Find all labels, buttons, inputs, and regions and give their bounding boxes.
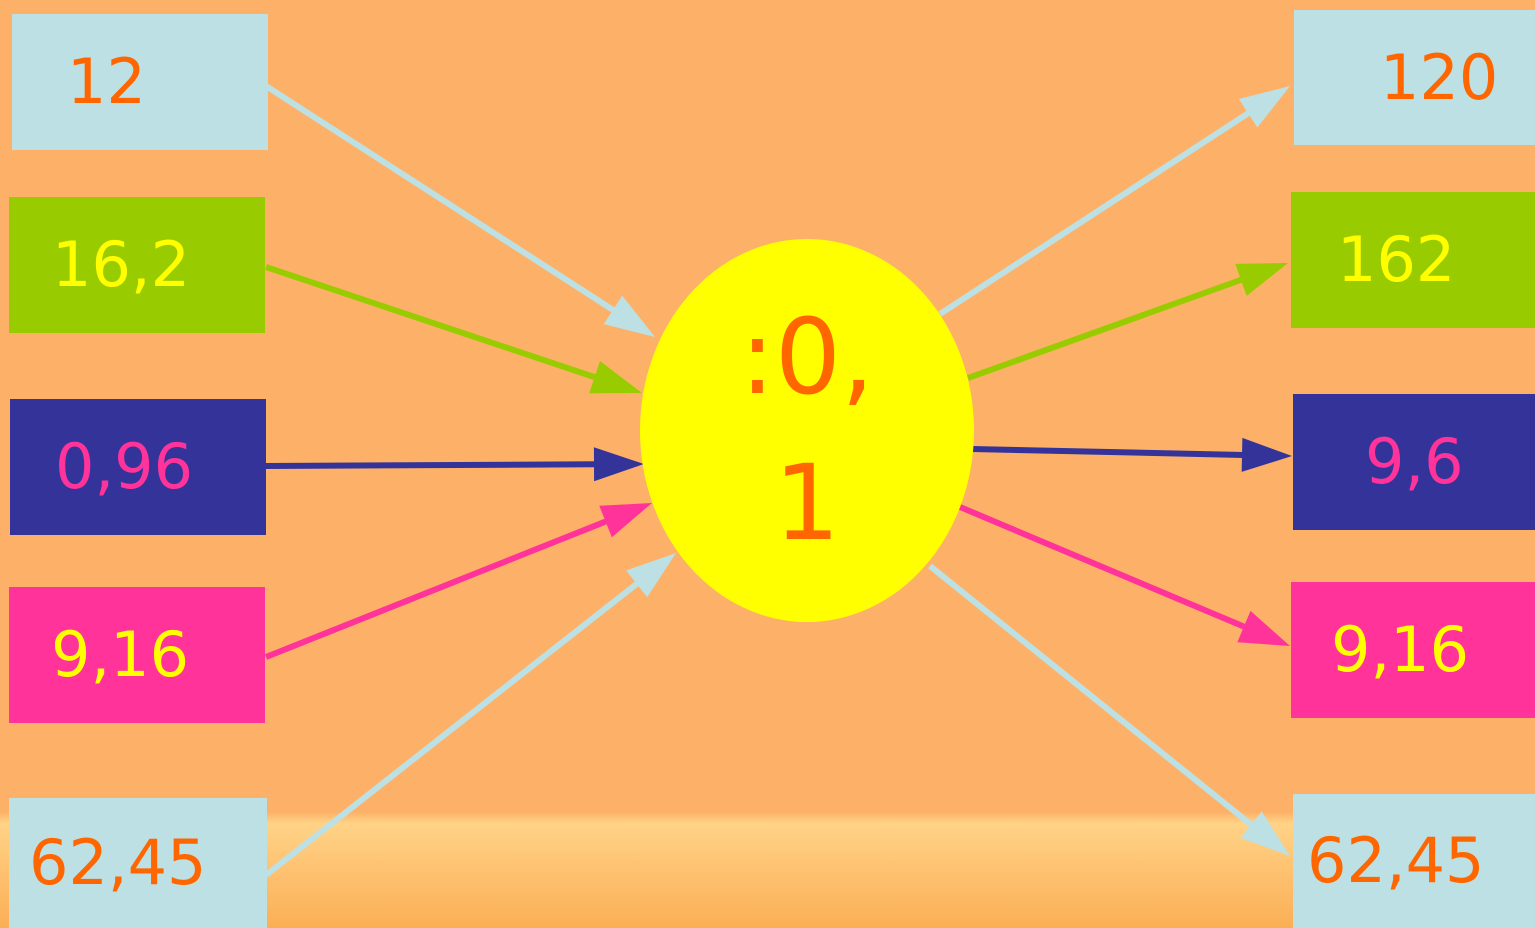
output-arrow-1-line	[938, 109, 1252, 317]
output-arrow-1-head	[1238, 86, 1290, 128]
output-arrow-5-line	[928, 563, 1255, 829]
input-box-2: 16,2	[9, 197, 265, 333]
output-arrow-4-line	[958, 504, 1247, 631]
output-arrow-3-line	[971, 446, 1245, 458]
input-arrow-5-head	[626, 553, 676, 598]
output-box-3: 9,6	[1293, 394, 1535, 530]
input-arrow-3-head	[593, 447, 644, 482]
input-arrow-4-head	[599, 503, 652, 538]
input-value: 0,96	[55, 430, 194, 503]
output-value: 62,45	[1307, 824, 1485, 897]
operator-node: :0, 1	[640, 239, 974, 622]
input-value: 9,16	[51, 618, 190, 691]
output-box-5: 62,45	[1293, 794, 1535, 928]
input-value: 12	[67, 45, 146, 118]
output-arrow-2-head	[1235, 263, 1288, 296]
input-box-4: 9,16	[9, 587, 265, 723]
input-arrow-4-line	[264, 518, 609, 660]
input-arrow-1-head	[603, 295, 655, 337]
output-value: 9,6	[1365, 425, 1464, 498]
output-arrow-3-head	[1241, 437, 1292, 472]
output-arrow-2-line	[966, 276, 1244, 381]
input-value: 62,45	[29, 826, 207, 899]
output-box-2: 162	[1291, 192, 1535, 328]
input-box-5: 62,45	[9, 798, 267, 928]
output-arrow-5-head	[1240, 811, 1290, 856]
operator-line-1: :0,	[739, 295, 875, 418]
input-value: 16,2	[52, 228, 191, 301]
input-arrow-2-line	[265, 264, 598, 381]
input-arrow-3-line	[265, 461, 597, 469]
input-arrow-5-line	[264, 580, 641, 878]
output-value: 9,16	[1331, 613, 1470, 686]
output-box-1: 120	[1294, 10, 1535, 145]
input-arrow-2-head	[589, 360, 642, 394]
output-arrow-4-head	[1237, 610, 1290, 646]
output-value: 162	[1337, 223, 1456, 296]
input-box-3: 0,96	[10, 399, 266, 535]
input-box-1: 12	[12, 14, 268, 150]
output-value: 120	[1380, 40, 1499, 114]
output-box-4: 9,16	[1291, 582, 1535, 718]
input-arrow-1-line	[264, 83, 617, 314]
operator-line-2: 1	[773, 441, 841, 564]
